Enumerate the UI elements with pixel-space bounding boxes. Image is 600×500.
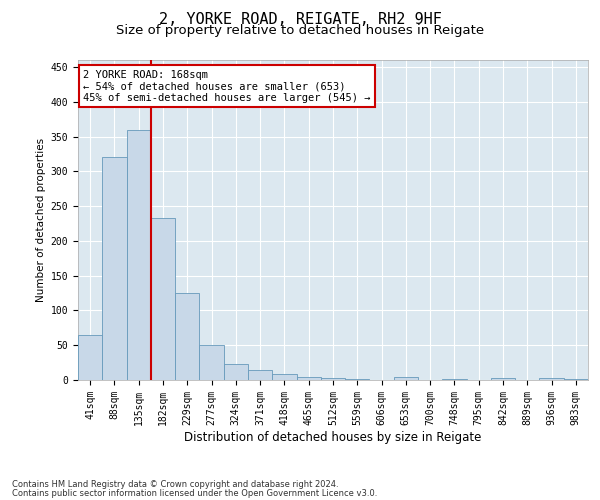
Text: Contains HM Land Registry data © Crown copyright and database right 2024.: Contains HM Land Registry data © Crown c… bbox=[12, 480, 338, 489]
Bar bbox=[127, 130, 151, 380]
Bar bbox=[151, 218, 175, 380]
Bar bbox=[564, 378, 588, 380]
Bar bbox=[272, 374, 296, 380]
Bar bbox=[394, 377, 418, 380]
Text: Size of property relative to detached houses in Reigate: Size of property relative to detached ho… bbox=[116, 24, 484, 37]
Bar bbox=[296, 376, 321, 380]
Bar bbox=[224, 364, 248, 380]
Bar bbox=[102, 158, 127, 380]
Bar bbox=[539, 378, 564, 380]
Text: Contains public sector information licensed under the Open Government Licence v3: Contains public sector information licen… bbox=[12, 488, 377, 498]
Bar bbox=[321, 378, 345, 380]
Bar bbox=[199, 345, 224, 380]
Bar bbox=[248, 370, 272, 380]
Bar bbox=[491, 378, 515, 380]
Bar bbox=[175, 293, 199, 380]
Text: 2, YORKE ROAD, REIGATE, RH2 9HF: 2, YORKE ROAD, REIGATE, RH2 9HF bbox=[158, 12, 442, 28]
Bar bbox=[78, 335, 102, 380]
Text: 2 YORKE ROAD: 168sqm
← 54% of detached houses are smaller (653)
45% of semi-deta: 2 YORKE ROAD: 168sqm ← 54% of detached h… bbox=[83, 70, 371, 103]
Y-axis label: Number of detached properties: Number of detached properties bbox=[37, 138, 46, 302]
X-axis label: Distribution of detached houses by size in Reigate: Distribution of detached houses by size … bbox=[184, 430, 482, 444]
